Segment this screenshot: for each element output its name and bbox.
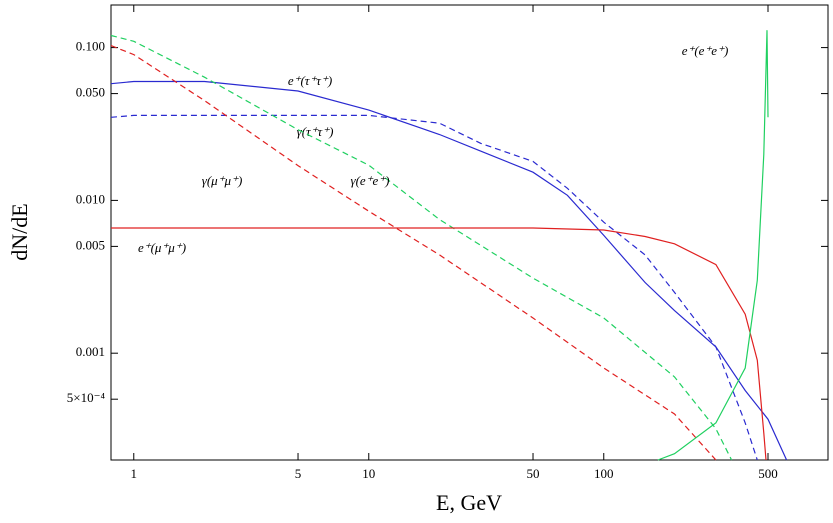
x-tick-label: 5 <box>295 466 302 481</box>
x-tick-label: 1 <box>131 466 138 481</box>
series-line <box>110 34 733 461</box>
y-tick-label: 0.005 <box>76 237 105 252</box>
y-axis-title: dN/dE <box>7 203 32 260</box>
x-tick-label: 500 <box>758 466 778 481</box>
y-tick-label: 0.100 <box>76 39 105 54</box>
series-label: e⁺(μ⁺μ⁺) <box>138 240 186 255</box>
y-tick-label: 0.010 <box>76 191 105 206</box>
plot-frame <box>110 4 829 461</box>
series-line <box>110 45 717 461</box>
y-tick-label: 0.050 <box>76 85 105 100</box>
series-line <box>110 114 758 461</box>
x-tick-label: 50 <box>527 466 540 481</box>
series-line <box>111 227 767 461</box>
x-tick-label: 10 <box>362 466 375 481</box>
series-label: γ(μ⁺μ⁺) <box>202 173 243 188</box>
series-label: γ(τ⁺τ⁺) <box>297 124 334 139</box>
y-tick-label: 0.001 <box>76 344 105 359</box>
series-label: e⁺(τ⁺τ⁺) <box>288 73 332 88</box>
series-line <box>657 30 769 461</box>
series-label: e⁺(e⁺e⁺) <box>682 43 729 58</box>
y-tick-label: 5×10⁻⁴ <box>67 390 106 405</box>
x-axis-title: E, GeV <box>436 490 502 515</box>
x-tick-label: 100 <box>594 466 614 481</box>
series-line <box>110 80 788 461</box>
series-label: γ(e⁺e⁺) <box>350 173 389 188</box>
